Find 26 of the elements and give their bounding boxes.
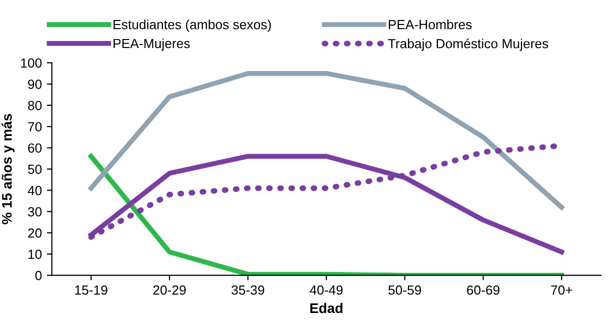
legend-label: PEA-Mujeres [114, 38, 190, 51]
y-tick-label: 70 [28, 122, 42, 132]
line-series [88, 70, 564, 210]
y-tick-label: 50 [28, 164, 42, 174]
y-tick-label: 0 [35, 270, 42, 280]
y-tick-label: 10 [28, 250, 42, 259]
x-axis-title: Edad [310, 302, 342, 314]
y-tick-label: 20 [28, 228, 42, 238]
legend-label: Estudiantes (ambos sexos) [114, 20, 271, 32]
x-tick-label: 40-49 [310, 285, 343, 295]
x-tick-label: 50-59 [388, 285, 422, 295]
y-tick-label: 80 [28, 100, 42, 110]
legend-label: Trabajo Doméstico Mujeres [388, 38, 548, 51]
y-tick-label: 30 [28, 207, 42, 216]
x-tick-label: 60-69 [467, 285, 500, 295]
y-tick-label: 40 [28, 186, 42, 196]
line-series [88, 154, 564, 276]
y-tick-label: 90 [28, 80, 42, 89]
y-axis-title: % 15 años y más [1, 114, 15, 224]
x-tick-label: 15-19 [75, 285, 108, 295]
x-tick-label: 70+ [551, 285, 572, 295]
x-tick-label: 35-39 [232, 285, 264, 295]
legend-label: PEA-Hombres [388, 20, 472, 30]
y-tick-label: 60 [28, 143, 42, 153]
y-tick-label: 100 [21, 58, 42, 68]
x-tick-label: 20-29 [153, 285, 186, 295]
